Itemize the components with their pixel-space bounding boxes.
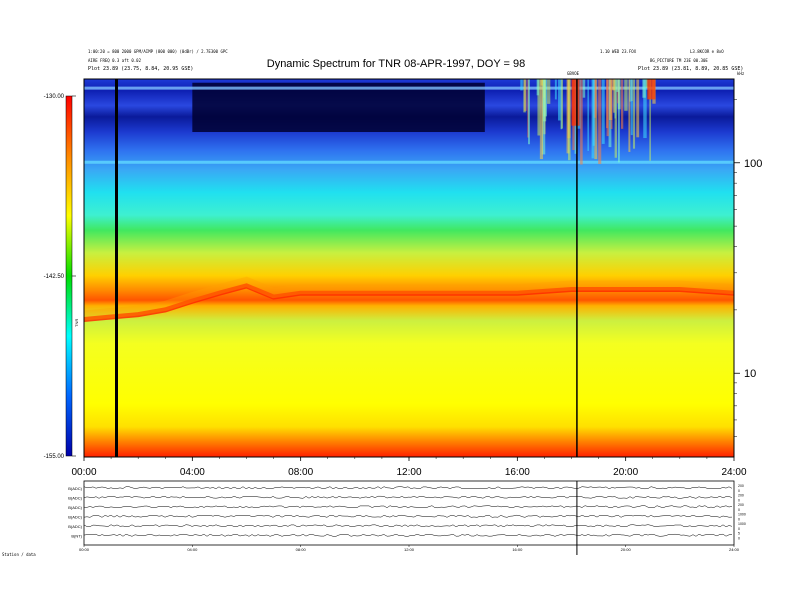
- lower-row-label: B(ADC): [68, 505, 82, 510]
- burst-streak: [613, 75, 615, 112]
- burst-streak: [602, 75, 605, 144]
- y-axis: 100 10: [734, 99, 762, 436]
- burst-streak: [621, 75, 623, 128]
- lower-right-tick: 0: [738, 498, 740, 502]
- lower-x-tick-label: 00:00: [79, 547, 90, 552]
- x-tick-label: 04:00: [180, 467, 205, 478]
- x-tick-label: 16:00: [505, 467, 530, 478]
- dark-band: [192, 83, 485, 132]
- x-tick-label: 08:00: [288, 467, 313, 478]
- lower-right-tick: 1000: [738, 522, 746, 526]
- colorbar-tick-label: -155.00: [44, 454, 65, 460]
- burst-streak: [568, 75, 571, 160]
- lower-x-tick-label: 08:00: [296, 547, 307, 552]
- burst-streak: [607, 75, 609, 136]
- burst-streak: [636, 75, 639, 137]
- lower-right-tick: 200: [738, 484, 744, 488]
- burst-red-core: [572, 75, 580, 125]
- burst-streak: [611, 75, 613, 129]
- burst-streak: [587, 75, 589, 151]
- burst-streak: [624, 75, 627, 110]
- lower-x-tick-label: 04:00: [187, 547, 198, 552]
- burst-streak: [547, 75, 550, 103]
- burst-streak: [537, 75, 539, 95]
- colorbar-tick-label: -130.00: [44, 94, 65, 100]
- lower-row-label: B(ADC): [68, 514, 82, 519]
- x-tick-label: 12:00: [396, 467, 421, 478]
- burst-streak: [592, 75, 595, 158]
- lower-x-tick-label: 24:00: [729, 547, 740, 552]
- lower-x-tick-label: 16:00: [512, 547, 523, 552]
- lower-right-tick: 0: [738, 508, 740, 512]
- x-axis: 00:00 04:00 08:00 12:00 16:00 20:00 24:00: [71, 457, 746, 478]
- lower-row-label: B(ADC): [68, 495, 82, 500]
- lower-timeseries-panel: B(ADC) 2000B(ADC) 2000B(ADC) 2000B(ADC) 1000…: [68, 481, 746, 555]
- burst-streak: [631, 75, 633, 135]
- burst-streak: [633, 75, 635, 148]
- burst-streak: [523, 75, 525, 112]
- lower-right-tick: 200: [738, 493, 744, 497]
- burst-streak: [580, 75, 583, 164]
- x-tick-label: 20:00: [613, 467, 638, 478]
- lower-right-tick: 5: [738, 531, 740, 535]
- burst-streak: [628, 75, 630, 152]
- cyan-line-100: [84, 161, 734, 164]
- colorbar-label: TNR: [74, 319, 79, 327]
- colorbar: [66, 96, 72, 456]
- lower-right-tick: 0: [738, 489, 740, 493]
- burst-streak: [561, 75, 563, 128]
- lower-right-tick: 1000: [738, 512, 746, 516]
- lower-row-label: B(ADC): [68, 524, 82, 529]
- lower-right-tick: 0: [738, 536, 740, 540]
- burst-streak: [558, 75, 561, 120]
- lower-x-tick-label: 12:00: [404, 547, 415, 552]
- burst-streak: [598, 75, 601, 164]
- lower-right-tick: 0: [738, 517, 740, 521]
- x-tick-label: 24:00: [721, 467, 746, 478]
- colorbar-tick-label: -142.50: [44, 274, 65, 280]
- lower-row-label: B(NT): [71, 533, 82, 538]
- burst-streak: [528, 75, 530, 144]
- lower-right-tick: 0: [738, 527, 740, 531]
- x-tick-label: 00:00: [71, 467, 96, 478]
- lower-x-tick-label: 20:00: [621, 547, 632, 552]
- lower-right-tick: 200: [738, 503, 744, 507]
- footer-text: Station / data: [2, 552, 36, 557]
- burst-streak: [540, 75, 543, 159]
- y-tick-label: 10: [744, 368, 756, 380]
- y-tick-label: 100: [744, 158, 762, 170]
- lower-row-label: B(ADC): [68, 486, 82, 491]
- burst-streak: [618, 75, 620, 162]
- burst-streak: [520, 75, 523, 90]
- lower-panel-frame: [84, 481, 734, 545]
